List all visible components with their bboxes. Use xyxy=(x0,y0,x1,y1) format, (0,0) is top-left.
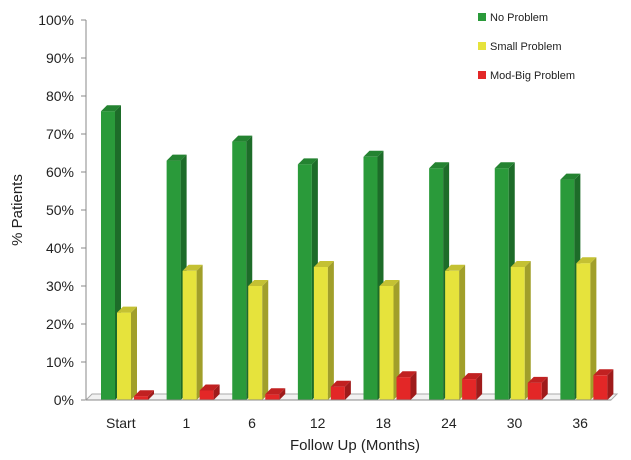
x-tick-label: 30 xyxy=(507,415,523,431)
y-tick-label: 100% xyxy=(38,12,74,28)
y-tick-label: 50% xyxy=(46,202,74,218)
bar-mod-big-problem-24 xyxy=(462,373,483,400)
legend-swatch xyxy=(478,13,486,21)
bar-mod-big-problem-36 xyxy=(593,369,614,400)
bar-small-problem-24 xyxy=(445,264,466,400)
bar-mod-big-problem-1 xyxy=(199,384,220,400)
legend-item-mod-big-problem: Mod-Big Problem xyxy=(478,70,575,82)
bar-mod-big-problem-30 xyxy=(527,376,548,400)
bar-mod-big-problem-start xyxy=(134,390,154,400)
legend-item-small-problem: Small Problem xyxy=(478,41,562,53)
y-axis-title: % Patients xyxy=(9,174,26,246)
x-tick-label: 1 xyxy=(183,415,191,431)
y-tick-label: 90% xyxy=(46,50,74,66)
x-tick-label: 18 xyxy=(376,415,392,431)
y-tick-label: 70% xyxy=(46,126,74,142)
y-tick-label: 60% xyxy=(46,164,74,180)
bar-mod-big-problem-18 xyxy=(396,371,417,400)
legend-label: Mod-Big Problem xyxy=(490,70,575,82)
y-tick-label: 10% xyxy=(46,354,74,370)
legend: No Problem Small Problem Mod-Big Problem xyxy=(478,12,575,82)
y-tick-label: 30% xyxy=(46,278,74,294)
bar-small-problem-start xyxy=(117,306,137,400)
bar-small-problem-36 xyxy=(576,257,597,400)
bar-small-problem-18 xyxy=(379,280,400,400)
x-axis-title: Follow Up (Months) xyxy=(290,437,420,454)
legend-swatch xyxy=(478,71,486,79)
bar-small-problem-12 xyxy=(313,261,334,400)
y-axis: 0% 10% 20% 30% 40% 50% 60% 70% 80% 90% 100% xyxy=(38,12,87,408)
y-tick-label: 80% xyxy=(46,88,74,104)
bar-mod-big-problem-12 xyxy=(330,380,351,400)
x-tick-label: 24 xyxy=(441,415,457,431)
bar-small-problem-6 xyxy=(248,280,269,400)
bar-small-problem-1 xyxy=(182,264,203,400)
x-axis: Start 1 6 12 18 24 30 36 xyxy=(86,399,611,431)
x-tick-label: 12 xyxy=(310,415,326,431)
x-tick-label: 6 xyxy=(248,415,256,431)
legend-label: Small Problem xyxy=(490,41,562,53)
bars xyxy=(84,105,619,401)
legend-item-no-problem: No Problem xyxy=(478,12,548,24)
y-tick-label: 40% xyxy=(46,240,74,256)
legend-label: No Problem xyxy=(490,12,548,24)
y-tick-label: 20% xyxy=(46,316,74,332)
legend-swatch xyxy=(478,42,486,50)
y-tick-label: 0% xyxy=(54,392,74,408)
bar-mod-big-problem-6 xyxy=(265,388,286,400)
x-tick-label: 36 xyxy=(572,415,588,431)
x-tick-label: Start xyxy=(106,415,136,431)
bar-small-problem-30 xyxy=(510,261,531,400)
